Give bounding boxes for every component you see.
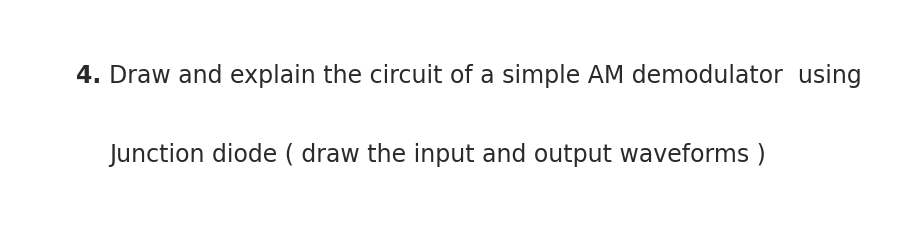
Text: Junction diode ( draw the input and output waveforms ): Junction diode ( draw the input and outp… (109, 143, 766, 167)
Text: 4.: 4. (76, 65, 101, 88)
Text: Draw and explain the circuit of a simple AM demodulator  using: Draw and explain the circuit of a simple… (109, 65, 862, 88)
